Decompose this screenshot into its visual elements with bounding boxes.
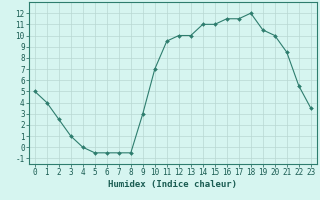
X-axis label: Humidex (Indice chaleur): Humidex (Indice chaleur) xyxy=(108,180,237,189)
